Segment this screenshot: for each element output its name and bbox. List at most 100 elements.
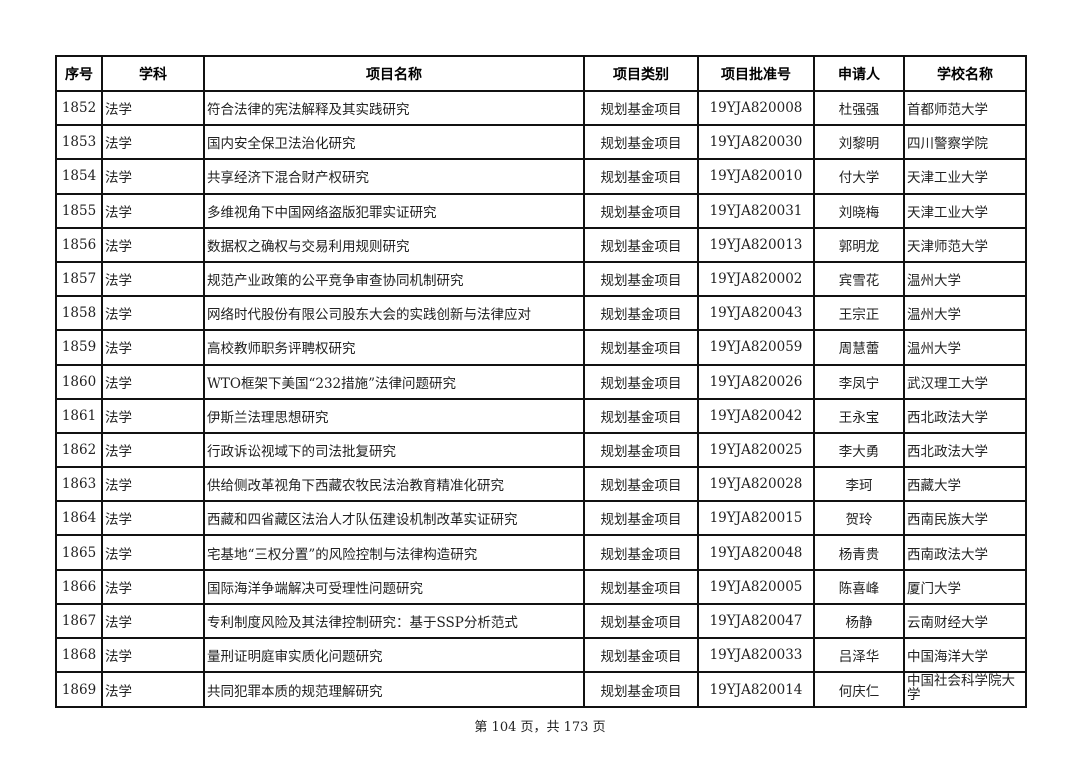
school-cell: 天津师范大学: [903, 226, 1027, 263]
approval-number-cell: 19YJA820059: [697, 329, 815, 366]
category-cell: 规划基金项目: [583, 636, 699, 674]
discipline-cell: 法学: [101, 329, 205, 366]
applicant-cell: 何庆仁: [813, 671, 905, 709]
applicant-cell: 李珂: [813, 466, 905, 503]
school-cell: 武汉理工大学: [903, 363, 1027, 400]
serial-cell: 1859: [55, 329, 103, 366]
serial-cell: 1854: [55, 158, 103, 195]
approval-number-cell: 19YJA820025: [697, 431, 815, 469]
approval-number-cell: 19YJA820030: [697, 124, 815, 161]
school-cell: 西北政法大学: [903, 397, 1027, 434]
discipline-cell: 法学: [101, 671, 205, 709]
discipline-cell: 法学: [101, 295, 205, 332]
category-cell: 规划基金项目: [583, 431, 699, 469]
category-cell: 规划基金项目: [583, 89, 699, 127]
table-row: 1869 法学 共同犯罪本质的规范理解研究 规划基金项目 19YJA820014 何庆仁中…: [55, 671, 1027, 709]
project-name-cell: 专利制度风险及其法律控制研究：基于SSP分析范式: [203, 602, 585, 640]
serial-cell: 1852: [55, 89, 103, 127]
project-name-cell: 规范产业政策的公平竞争审查协同机制研究: [203, 260, 585, 298]
serial-cell: 1857: [55, 260, 103, 298]
applicant-cell: 陈喜峰: [813, 568, 905, 605]
approval-number-cell: 19YJA820031: [697, 192, 815, 229]
applicant-cell: 郭明龙: [813, 226, 905, 263]
school-cell: 温州大学: [903, 329, 1027, 366]
project-table: 序号 学科 项目名称 项目类别 项目批准号 申请人 学校名称 1852 法学 符合法…: [55, 55, 1027, 709]
header-applicant: 申请人: [813, 55, 905, 92]
category-cell: 规划基金项目: [583, 602, 699, 640]
serial-cell: 1860: [55, 363, 103, 400]
applicant-cell: 周慧蕾: [813, 329, 905, 366]
header-discipline: 学科: [101, 55, 205, 92]
serial-cell: 1862: [55, 431, 103, 469]
discipline-cell: 法学: [101, 602, 205, 640]
project-name-cell: WTO框架下美国“232措施”法律问题研究: [203, 363, 585, 400]
approval-number-cell: 19YJA820048: [697, 534, 815, 571]
project-name-cell: 网络时代股份有限公司股东大会的实践创新与法律应对: [203, 295, 585, 332]
discipline-cell: 法学: [101, 636, 205, 674]
applicant-cell: 刘晓梅: [813, 192, 905, 229]
project-name-cell: 宅基地“三权分置”的风险控制与法律构造研究: [203, 534, 585, 571]
discipline-cell: 法学: [101, 466, 205, 503]
project-name-cell: 行政诉讼视域下的司法批复研究: [203, 431, 585, 469]
school-cell: 天津工业大学: [903, 192, 1027, 229]
category-cell: 规划基金项目: [583, 192, 699, 229]
discipline-cell: 法学: [101, 124, 205, 161]
table-row: 1853 法学 国内安全保卫法治化研究 规划基金项目 19YJA820030 刘黎明 四川警…: [55, 124, 1027, 161]
category-cell: 规划基金项目: [583, 329, 699, 366]
table-row: 1856 法学 数据权之确权与交易利用规则研究 规划基金项目 19YJA820013 郭明…: [55, 226, 1027, 263]
table-row: 1855 法学 多维视角下中国网络盗版犯罪实证研究 规划基金项目 19YJA820031…: [55, 192, 1027, 229]
project-name-cell: 共同犯罪本质的规范理解研究: [203, 671, 585, 709]
category-cell: 规划基金项目: [583, 500, 699, 537]
discipline-cell: 法学: [101, 260, 205, 298]
applicant-cell: 王永宝: [813, 397, 905, 434]
category-cell: 规划基金项目: [583, 397, 699, 434]
discipline-cell: 法学: [101, 363, 205, 400]
header-row: 序号 学科 项目名称 项目类别 项目批准号 申请人 学校名称: [55, 55, 1027, 92]
applicant-cell: 李凤宁: [813, 363, 905, 400]
school-cell: 四川警察学院: [903, 124, 1027, 161]
school-cell: 温州大学: [903, 295, 1027, 332]
table-row: 1861 法学 伊斯兰法理思想研究 规划基金项目 19YJA820042 王永宝 西北政法大…: [55, 397, 1027, 434]
project-name-cell: 国际海洋争端解决可受理性问题研究: [203, 568, 585, 605]
school-cell: 西北政法大学: [903, 431, 1027, 469]
approval-number-cell: 19YJA820002: [697, 260, 815, 298]
applicant-cell: 李大勇: [813, 431, 905, 469]
project-name-cell: 符合法律的宪法解释及其实践研究: [203, 89, 585, 127]
category-cell: 规划基金项目: [583, 671, 699, 709]
discipline-cell: 法学: [101, 431, 205, 469]
approval-number-cell: 19YJA820042: [697, 397, 815, 434]
discipline-cell: 法学: [101, 192, 205, 229]
applicant-cell: 吕泽华: [813, 636, 905, 674]
table-row: 1862 法学 行政诉讼视域下的司法批复研究 规划基金项目 19YJA820025 李大勇…: [55, 431, 1027, 469]
category-cell: 规划基金项目: [583, 158, 699, 195]
approval-number-cell: 19YJA820010: [697, 158, 815, 195]
school-cell: 温州大学: [903, 260, 1027, 298]
discipline-cell: 法学: [101, 158, 205, 195]
applicant-cell: 杨青贵: [813, 534, 905, 571]
school-cell: 西南民族大学: [903, 500, 1027, 537]
approval-number-cell: 19YJA820014: [697, 671, 815, 709]
approval-number-cell: 19YJA820047: [697, 602, 815, 640]
discipline-cell: 法学: [101, 568, 205, 605]
header-school: 学校名称: [903, 55, 1027, 92]
table-row: 1857 法学 规范产业政策的公平竞争审查协同机制研究 规划基金项目 19YJA8200…: [55, 260, 1027, 298]
approval-number-cell: 19YJA820026: [697, 363, 815, 400]
approval-number-cell: 19YJA820043: [697, 295, 815, 332]
applicant-cell: 王宗正: [813, 295, 905, 332]
category-cell: 规划基金项目: [583, 124, 699, 161]
approval-number-cell: 19YJA820008: [697, 89, 815, 127]
header-serial: 序号: [55, 55, 103, 92]
category-cell: 规划基金项目: [583, 363, 699, 400]
project-name-cell: 西藏和四省藏区法治人才队伍建设机制改革实证研究: [203, 500, 585, 537]
discipline-cell: 法学: [101, 397, 205, 434]
project-name-cell: 共享经济下混合财产权研究: [203, 158, 585, 195]
page-footer: 第 104 页，共 173 页: [474, 720, 606, 735]
school-cell: 西南政法大学: [903, 534, 1027, 571]
table-row: 1858 法学 网络时代股份有限公司股东大会的实践创新与法律应对 规划基金项目 19YJ…: [55, 295, 1027, 332]
school-cell: 中国社会科学院大学: [903, 671, 1027, 709]
header-project-category: 项目类别: [583, 55, 699, 92]
table-body: 1852 法学 符合法律的宪法解释及其实践研究 规划基金项目 19YJA820008 杜强…: [55, 89, 1027, 709]
header-approval-number: 项目批准号: [697, 55, 815, 92]
school-cell: 厦门大学: [903, 568, 1027, 605]
discipline-cell: 法学: [101, 226, 205, 263]
